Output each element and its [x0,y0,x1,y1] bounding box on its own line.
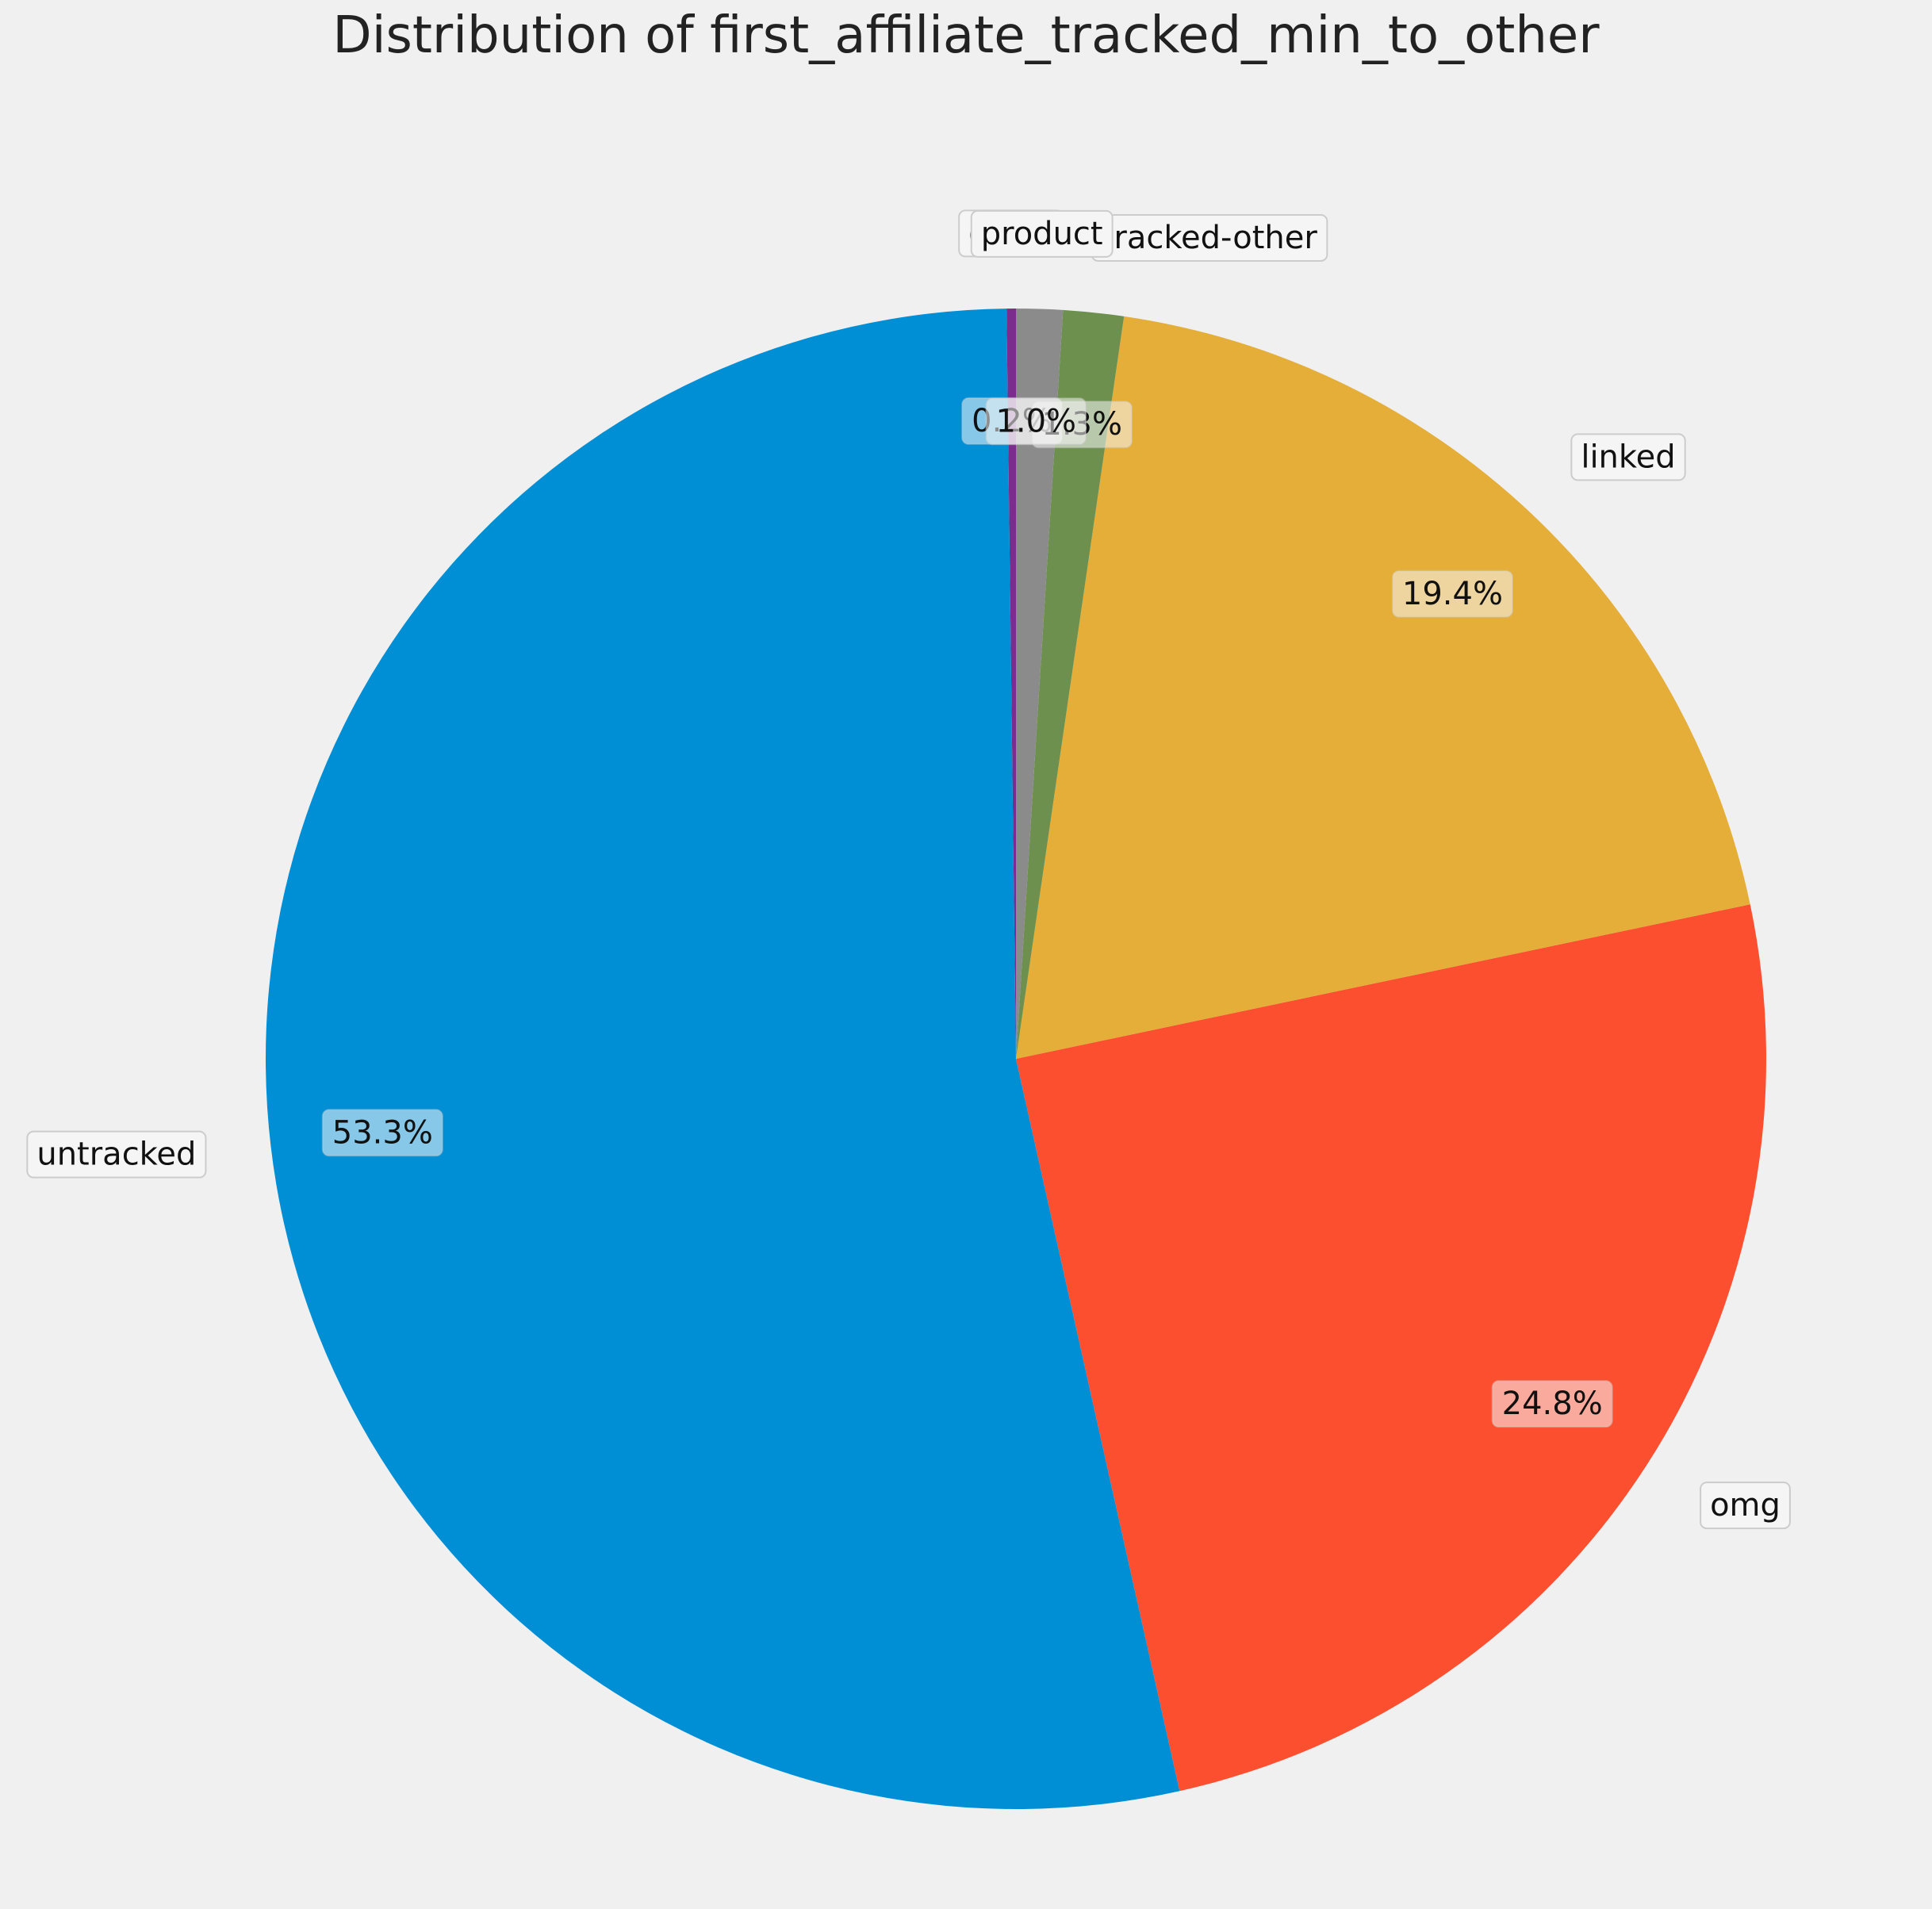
svg-text:product: product [981,216,1103,252]
svg-text:linked: linked [1581,439,1675,475]
svg-text:19.4%: 19.4% [1402,576,1503,612]
svg-text:1.0%: 1.0% [995,403,1076,439]
pie-slice-linked [1016,316,1750,1060]
chart-title: Distribution of first_affiliate_tracked_… [332,6,1600,65]
pie-slice-tracked-other [1016,309,1125,1060]
svg-text:53.3%: 53.3% [332,1114,433,1151]
slice-label-linked: linked [1570,433,1686,481]
slice-label-product: product [970,209,1114,258]
pie-slice-omg [1016,904,1766,1792]
pie-slice-other [1006,309,1016,1059]
pie-slice-product [1016,309,1064,1059]
svg-text:24.8%: 24.8% [1502,1386,1603,1422]
svg-text:untracked: untracked [36,1137,196,1173]
slice-pct-omg: 24.8% [1491,1380,1613,1428]
slice-label-omg: omg [1700,1482,1791,1530]
slice-pct-linked: 19.4% [1391,569,1513,618]
slice-label-untracked: untracked [26,1130,207,1179]
svg-text:omg: omg [1710,1487,1781,1524]
svg-text:tracked-other: tracked-other [1102,220,1318,256]
slice-label-tracked-other: tracked-other [1091,213,1328,262]
pie-slice-untracked [266,309,1180,1809]
slice-pct-product: 1.0% [985,397,1087,446]
slice-pct-untracked: 53.3% [321,1109,443,1157]
